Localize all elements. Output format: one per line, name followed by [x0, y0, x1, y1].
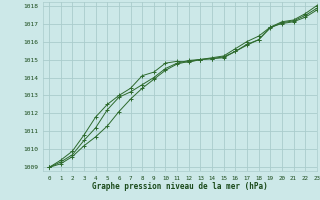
- X-axis label: Graphe pression niveau de la mer (hPa): Graphe pression niveau de la mer (hPa): [92, 182, 268, 191]
